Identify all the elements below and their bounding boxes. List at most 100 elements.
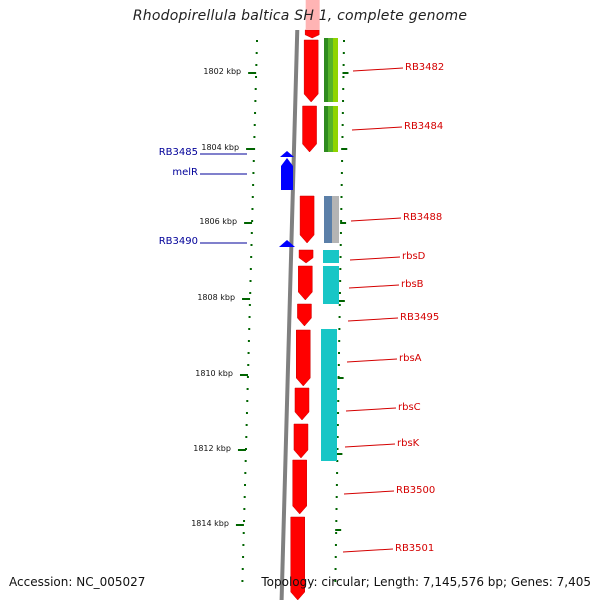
scale-dot-right — [338, 316, 341, 318]
scale-dot-left — [242, 532, 245, 534]
reverse-strand-genes — [279, 151, 295, 247]
scale-dot-left — [247, 364, 250, 366]
cog-bar-9 — [323, 266, 339, 304]
gene-label-RB3495: RB3495 — [400, 312, 440, 323]
gene-label-RB3500: RB3500 — [396, 485, 436, 496]
gene-label-RB3484: RB3484 — [404, 121, 444, 132]
scale-dot-right — [341, 136, 344, 138]
accession-text: Accession: NC_005027 — [9, 575, 146, 589]
scale-dot-right — [335, 496, 338, 498]
scale-dot-right — [338, 352, 341, 354]
scale-major-tick-3 — [242, 298, 251, 300]
gene-label-rbsK: rbsK — [397, 438, 420, 449]
cog-bar-1 — [328, 38, 333, 102]
scale-dot-right — [342, 52, 345, 54]
genome-backbone — [279, 29, 300, 600]
scale-label: 1812 kbp — [193, 444, 231, 453]
scale-dot-left — [244, 472, 247, 474]
scale-dot-left — [249, 280, 252, 282]
scale-right-tick-6 — [335, 529, 342, 531]
scale-dot-right — [335, 484, 338, 486]
scale-dot-right — [341, 112, 344, 114]
scale-dot-left — [251, 208, 254, 210]
gene-label-melR: melR — [172, 167, 198, 178]
scale-dot-left — [255, 64, 258, 66]
scale-dot-right — [338, 340, 341, 342]
scale-dot-left — [248, 316, 251, 318]
cog-bar-8 — [323, 250, 339, 263]
scale-dot-right — [339, 244, 342, 246]
scale-dot-left — [254, 88, 257, 90]
forward-gene-arrow-3 — [299, 195, 315, 244]
scale-dot-right — [341, 124, 344, 126]
scale-dot-right — [337, 388, 340, 390]
forward-gene-arrow-10 — [292, 459, 307, 515]
leader-line-rbsB — [348, 284, 400, 289]
scale-dot-left — [255, 52, 258, 54]
reverse-gene-RB3490 — [279, 240, 295, 247]
gene-label-rbsB: rbsB — [401, 279, 424, 290]
leader-line-RB3500 — [343, 490, 395, 495]
cog-bar-5 — [333, 106, 338, 152]
scale-dot-left — [256, 40, 258, 42]
scale-label: 1802 kbp — [203, 67, 242, 76]
scale-dot-left — [255, 76, 258, 78]
scale-ticks-right — [334, 40, 349, 582]
scale-dot-left — [245, 436, 248, 438]
scale-dot-right — [337, 400, 340, 402]
scale-dot-left — [252, 172, 255, 174]
scale-dot-right — [342, 88, 345, 90]
gene-label-rbsD: rbsD — [402, 251, 426, 262]
scale-major-tick-0 — [248, 72, 257, 74]
scale-dot-right — [337, 412, 340, 414]
genome-title: Rhodopirellula baltica SH 1, complete ge… — [132, 8, 468, 24]
gene-label-RB3482: RB3482 — [405, 62, 445, 73]
scale-dot-left — [244, 448, 247, 450]
leader-line-RB3501 — [342, 548, 394, 553]
scale-dot-left — [245, 424, 248, 426]
forward-gene-arrow-8 — [294, 387, 310, 421]
scale-dot-left — [243, 508, 246, 510]
scale-dot-right — [337, 364, 340, 366]
cog-color-bars — [321, 38, 339, 461]
scale-major-tick-1 — [246, 148, 255, 150]
forward-gene-arrow-0 — [304, 29, 320, 39]
scale-dot-left — [245, 412, 248, 414]
scale-right-tick-5 — [336, 453, 343, 455]
scale-dot-left — [247, 352, 250, 354]
scale-right-tick-2 — [340, 222, 347, 224]
scale-dot-left — [253, 136, 256, 138]
scale-dot-right — [336, 448, 339, 450]
forward-gene-edge — [305, 0, 320, 30]
scale-dot-left — [248, 304, 251, 306]
scale-dot-right — [334, 568, 337, 570]
gene-label-leader-lines — [200, 67, 404, 553]
leader-line-RB3495 — [347, 317, 399, 322]
gene-label-RB3490: RB3490 — [158, 236, 198, 247]
scale-dot-left — [254, 100, 257, 102]
scale-label: 1814 kbp — [191, 519, 229, 528]
scale-dot-left — [249, 292, 252, 294]
scale-dot-left — [241, 568, 244, 570]
scale-label: 1804 kbp — [201, 143, 240, 152]
scale-dot-right — [341, 160, 344, 162]
scale-dot-left — [242, 544, 245, 546]
scale-label: 1810 kbp — [195, 369, 233, 378]
forward-gene-arrow-9 — [293, 423, 309, 459]
scale-dot-right — [336, 436, 339, 438]
gene-label-RB3501: RB3501 — [395, 543, 435, 554]
scale-dot-left — [250, 244, 253, 246]
scale-major-tick-5 — [237, 449, 246, 451]
scale-dot-right — [340, 208, 343, 210]
scale-major-tick-2 — [244, 222, 253, 224]
reverse-gene-melR — [281, 158, 293, 190]
gene-label-rbsA: rbsA — [399, 353, 422, 364]
scale-dot-left — [244, 460, 247, 462]
forward-strand-genes — [290, 0, 320, 600]
gene-label-RB3488: RB3488 — [403, 212, 443, 223]
cog-bar-0 — [324, 38, 328, 102]
leader-line-RB3482 — [352, 67, 404, 72]
scale-dot-left — [246, 400, 249, 402]
